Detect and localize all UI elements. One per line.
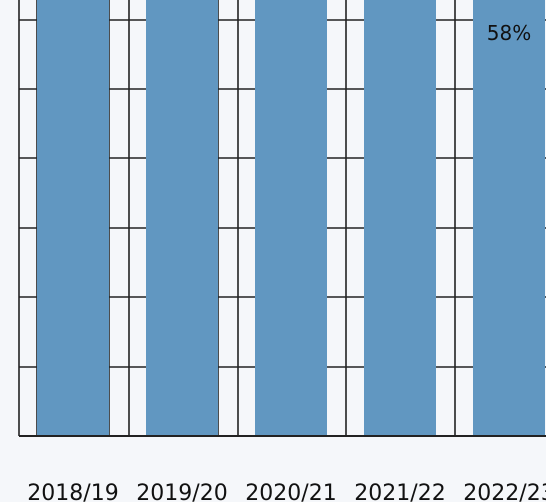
- data-labels: 58%: [487, 21, 531, 45]
- x-tick-labels: 2018/19 2019/20 2020/21 2021/22 2022/23: [27, 481, 546, 502]
- bar: [364, 0, 436, 436]
- bar: [473, 0, 545, 436]
- bar: [146, 0, 218, 436]
- x-tick-label: 2018/19: [27, 481, 118, 502]
- x-tick-label: 2019/20: [136, 481, 227, 502]
- x-tick-label: 2022/23: [463, 481, 546, 502]
- x-tick-label: 2021/22: [354, 481, 445, 502]
- bars: [37, 0, 545, 436]
- bar: [37, 0, 109, 436]
- x-tick-label: 2020/21: [245, 481, 336, 502]
- bar-value-label: 58%: [487, 21, 531, 45]
- bar: [255, 0, 327, 436]
